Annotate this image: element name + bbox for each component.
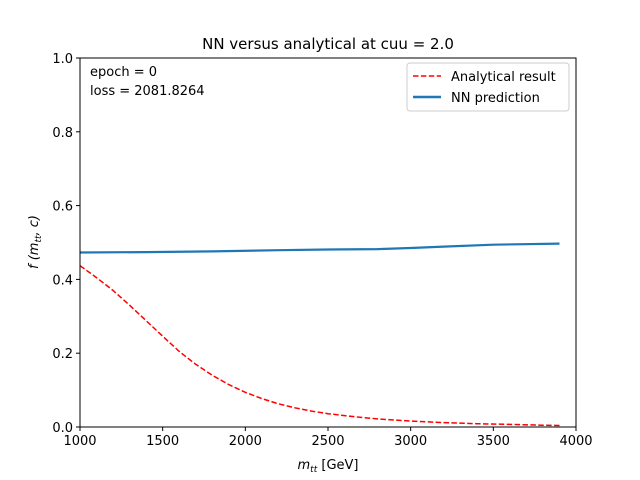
y-tick-label-1: 1.0	[52, 52, 73, 67]
y-tick-label-0.6: 0.6	[52, 200, 73, 215]
x-tick-label-4000: 4000	[559, 434, 592, 449]
x-axis-label: mtt [GeV]	[298, 458, 359, 475]
y-axis-label-prefix: f (	[27, 254, 42, 269]
x-tick-label-3000: 3000	[394, 434, 427, 449]
annotation-loss: loss = 2081.8264	[90, 84, 205, 99]
x-tick-label-3500: 3500	[477, 434, 510, 449]
x-tick-label-2000: 2000	[229, 434, 262, 449]
y-tick-label-0.8: 0.8	[52, 126, 73, 141]
y-tick-label-0: 0.0	[52, 421, 73, 436]
axes-frame	[79, 57, 577, 428]
annotation-epoch: epoch = 0	[90, 65, 157, 80]
y-axis-label-sub: tt	[34, 235, 44, 243]
plot-area: 1000 1500 2000 2500 3000 3500 4000 0.0 0.2 0.4 0.6…	[52, 52, 592, 449]
legend-box	[406, 62, 570, 112]
series-line-nn	[79, 242, 560, 254]
x-tick-label-1000: 1000	[63, 434, 96, 449]
y-tick-label-0.2: 0.2	[52, 347, 73, 362]
x-axis-label-sub: tt	[310, 465, 318, 475]
y-axis-label: f (mtt, c)	[27, 215, 44, 269]
series-line-analytical	[79, 265, 560, 427]
x-axis-label-unit: [GeV]	[317, 458, 358, 473]
legend-label-analytical: Analytical result	[451, 70, 556, 85]
y-axis-label-m: m	[27, 243, 42, 256]
legend-label-nn: NN prediction	[451, 91, 540, 106]
x-tick-label-2500: 2500	[311, 434, 344, 449]
legend: Analytical result NN prediction	[406, 62, 570, 112]
x-tick-label-1500: 1500	[146, 434, 179, 449]
y-axis-label-suffix: , c)	[27, 215, 42, 235]
chart-title: NN versus analytical at cuu = 2.0	[202, 35, 454, 53]
y-tick-label-0.4: 0.4	[52, 273, 73, 288]
x-axis-label-base: m	[298, 458, 311, 473]
